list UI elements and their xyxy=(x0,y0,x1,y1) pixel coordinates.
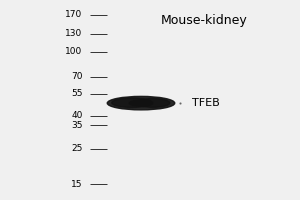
Text: 100: 100 xyxy=(65,47,83,56)
Text: TFEB: TFEB xyxy=(192,98,220,108)
Text: 15: 15 xyxy=(71,180,82,189)
Text: 55: 55 xyxy=(71,89,82,98)
Text: 130: 130 xyxy=(65,29,83,38)
Text: Mouse-kidney: Mouse-kidney xyxy=(160,14,247,27)
Text: 25: 25 xyxy=(71,144,82,153)
Text: 70: 70 xyxy=(71,72,82,81)
Text: 40: 40 xyxy=(71,111,82,120)
Ellipse shape xyxy=(107,96,175,110)
Text: 170: 170 xyxy=(65,10,83,19)
Ellipse shape xyxy=(112,98,152,107)
Text: 35: 35 xyxy=(71,121,82,130)
Ellipse shape xyxy=(136,99,170,107)
Ellipse shape xyxy=(129,100,153,106)
